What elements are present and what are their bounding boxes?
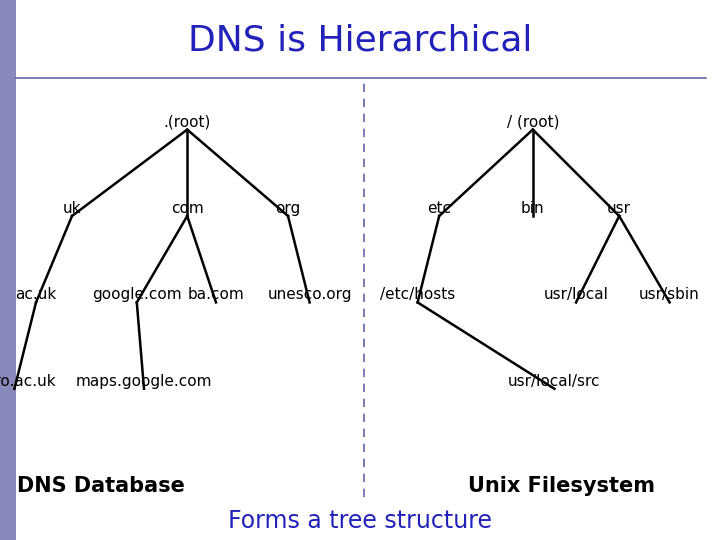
Text: ac.uk: ac.uk <box>15 287 57 302</box>
Text: ba.com: ba.com <box>188 287 244 302</box>
Text: DNS is Hierarchical: DNS is Hierarchical <box>188 24 532 57</box>
Text: bin: bin <box>521 201 544 216</box>
Text: usr/local/src: usr/local/src <box>508 374 600 389</box>
Text: unesco.org: unesco.org <box>267 287 352 302</box>
Text: Forms a tree structure: Forms a tree structure <box>228 509 492 533</box>
Text: usr/sbin: usr/sbin <box>639 287 700 302</box>
Text: / (root): / (root) <box>507 114 559 130</box>
Text: usr: usr <box>607 201 631 216</box>
Text: .(root): .(root) <box>163 114 211 130</box>
Text: lboro.ac.uk: lboro.ac.uk <box>0 374 57 389</box>
Text: /etc/hosts: /etc/hosts <box>380 287 455 302</box>
Text: google.com: google.com <box>92 287 181 302</box>
Text: Unix Filesystem: Unix Filesystem <box>468 476 655 496</box>
Text: org: org <box>275 201 301 216</box>
Text: DNS Database: DNS Database <box>17 476 185 496</box>
Text: maps.google.com: maps.google.com <box>76 374 212 389</box>
Text: usr/local: usr/local <box>544 287 608 302</box>
Text: etc: etc <box>427 201 451 216</box>
Text: com: com <box>171 201 204 216</box>
Text: uk: uk <box>63 201 81 216</box>
Bar <box>0 0 16 540</box>
